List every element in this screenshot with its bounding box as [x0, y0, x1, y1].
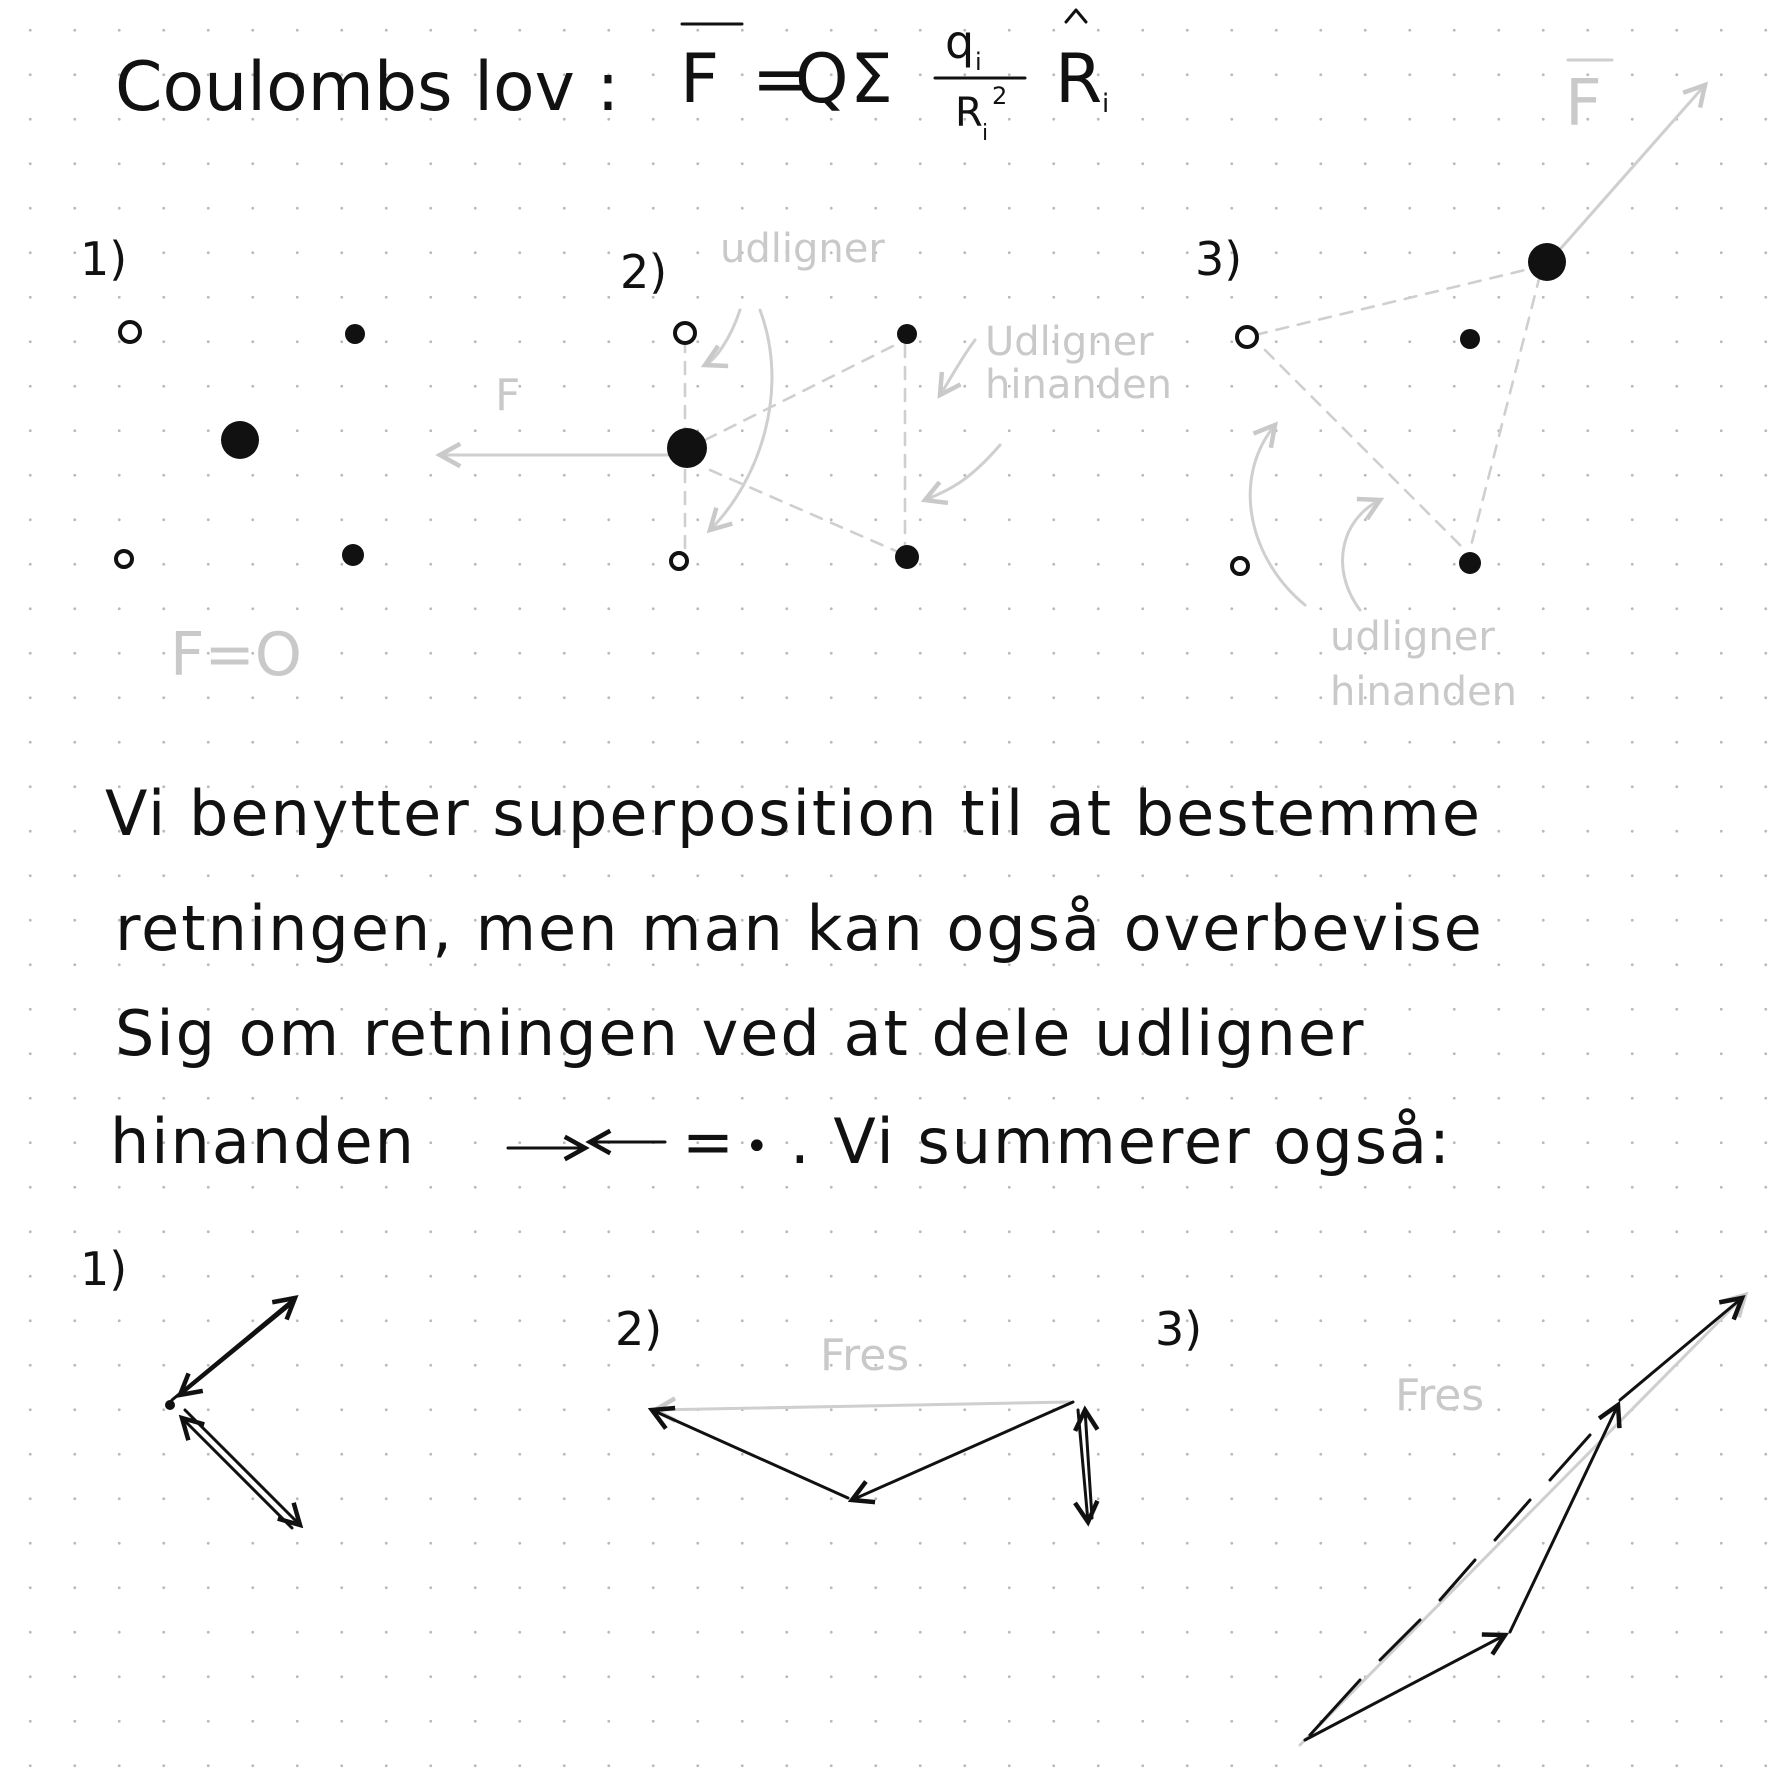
- force-vector: [180, 1303, 292, 1395]
- force-vector: [1618, 1298, 1742, 1402]
- charge: [114, 549, 134, 569]
- force-vector: [183, 1408, 300, 1525]
- cancel-note-line-1: udligner: [1330, 614, 1495, 660]
- unit-vector-hat: [1064, 8, 1088, 24]
- origin-point: [165, 1400, 175, 1410]
- cancel-pointer: [710, 308, 774, 530]
- paragraph-line-2: retningen, men man kan også overbevise: [115, 892, 1484, 965]
- charge: [1230, 556, 1250, 576]
- dashed-sum-line: [1308, 1433, 1592, 1737]
- charge: [897, 324, 917, 344]
- dashed-line: [1253, 268, 1527, 337]
- formula-unit-vector-sub: i: [1102, 89, 1109, 119]
- force-vector: [1303, 1635, 1505, 1742]
- dashed-line: [708, 468, 907, 557]
- zero-force-label: F=O: [170, 620, 302, 690]
- force-vector: [1508, 1405, 1618, 1634]
- charge: [1459, 552, 1481, 574]
- force-vector: [182, 1418, 294, 1530]
- paragraph-line-4: hinanden: [110, 1105, 416, 1178]
- force-vector: [652, 1410, 850, 1500]
- resultant-vector: [655, 1402, 1072, 1410]
- charge: [673, 321, 697, 345]
- diagram-number: 1): [80, 232, 127, 286]
- formula-denominator-sub: i: [982, 121, 988, 146]
- bottom-diagram-1: 1): [80, 1242, 300, 1530]
- cancel-symbol: [506, 1142, 667, 1148]
- diagram-number: 3): [1155, 1302, 1202, 1356]
- charge: [118, 320, 142, 344]
- test-charge: [1528, 243, 1566, 281]
- paragraph-dot: •: [745, 1124, 769, 1170]
- top-diagram-1: 1) F=O: [80, 232, 365, 690]
- diagram-number: 1): [80, 1242, 127, 1296]
- net-force-arrow: [1553, 85, 1705, 257]
- cancel-pointer: [705, 308, 742, 365]
- top-diagram-3: 3) F udligner hinanden: [1195, 58, 1705, 715]
- paragraph-line-3: Sig om retningen ved at dele udligner: [115, 997, 1365, 1070]
- formula-sum: Σ: [850, 40, 893, 119]
- charge: [342, 544, 364, 566]
- top-diagram-2: 2) udligner Udligner hinanden F: [440, 226, 1172, 571]
- formula-eq: =: [752, 40, 809, 119]
- diagram-number: 2): [620, 245, 667, 299]
- bottom-diagram-2: 2) Fres: [615, 1302, 1092, 1522]
- force-label: F: [1565, 67, 1602, 141]
- cancel-note-line-2: hinanden: [985, 362, 1172, 408]
- formula-denominator: R: [955, 90, 983, 136]
- charge: [1235, 325, 1259, 349]
- test-charge: [667, 428, 707, 468]
- explanation-paragraph: Vi benytter superposition til at bestemm…: [105, 777, 1484, 1178]
- diagram-number: 2): [615, 1302, 662, 1356]
- resultant-label: Fres: [820, 1330, 909, 1381]
- heading: Coulombs lov : F = Q Σ q i R 2 i R i: [115, 8, 1109, 146]
- formula-numerator: q: [945, 15, 974, 69]
- charge: [345, 324, 365, 344]
- charge: [895, 545, 919, 569]
- force-vector: [1085, 1410, 1092, 1520]
- bottom-diagram-3: 3) Fres: [1155, 1295, 1745, 1747]
- coulomb-formula: F = Q Σ q i R 2 i R i: [680, 8, 1109, 146]
- paragraph-tail: . Vi summerer også:: [790, 1105, 1452, 1178]
- dashed-line: [703, 338, 907, 442]
- force-label: F: [495, 370, 520, 421]
- formula-lhs: F: [680, 40, 719, 119]
- diagram-number: 3): [1195, 232, 1242, 286]
- cancel-note-line-2: hinanden: [1330, 669, 1517, 715]
- force-vector: [852, 1400, 1075, 1500]
- cancel-note: udligner: [720, 226, 885, 272]
- cancel-pointer: [1341, 500, 1380, 612]
- cancel-pointer: [940, 338, 977, 395]
- test-charge: [221, 421, 259, 459]
- charge: [669, 551, 689, 571]
- heading-label: Coulombs lov :: [115, 48, 619, 127]
- formula-q: Q: [795, 40, 849, 119]
- formula-unit-vector: R: [1055, 40, 1102, 119]
- paragraph-line-1: Vi benytter superposition til at bestemm…: [105, 777, 1482, 850]
- formula-numerator-sub: i: [975, 48, 982, 76]
- cancel-pointer: [925, 443, 1002, 500]
- cancel-pointer: [1248, 425, 1307, 607]
- charge: [1460, 329, 1480, 349]
- dashed-line: [1263, 348, 1467, 552]
- paragraph-equals: =: [682, 1105, 736, 1178]
- dashed-line: [1468, 273, 1542, 552]
- formula-denominator-sup: 2: [992, 82, 1007, 110]
- cancel-note-line-1: Udligner: [985, 319, 1154, 365]
- resultant-label: Fres: [1395, 1370, 1484, 1421]
- resultant-vector: [1298, 1295, 1745, 1747]
